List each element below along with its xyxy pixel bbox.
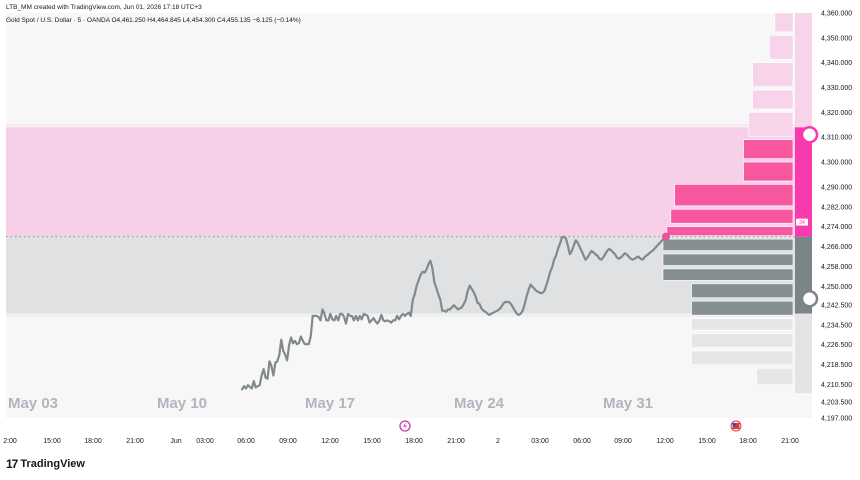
volume-profile-bar-5 — [743, 139, 794, 159]
y-tick-label: 4,290.000 — [821, 184, 852, 191]
volume-profile-bar-1 — [769, 35, 794, 60]
x-tick-label: 21:00 — [447, 438, 465, 445]
volume-profile-bar-10 — [662, 238, 794, 251]
volume-profile-bar-6 — [743, 161, 794, 182]
x-tick-label: 09:00 — [279, 438, 297, 445]
x-tick-label: 2:00 — [3, 438, 17, 445]
y-tick-label: 4,203.500 — [821, 399, 852, 406]
volume-profile-bar-0 — [774, 12, 794, 33]
tradingview-logo-icon: 17 — [6, 457, 18, 471]
x-tick-label: 21:00 — [781, 438, 799, 445]
gauge-top — [795, 13, 812, 128]
tradingview-brand[interactable]: 17 TradingView — [6, 457, 85, 471]
volume-profile-bar-16 — [691, 333, 794, 348]
y-tick-label: 4,300.000 — [821, 160, 852, 167]
x-tick-label: 15:00 — [698, 438, 716, 445]
y-tick-label: 4,330.000 — [821, 85, 852, 92]
gauge-pink — [795, 127, 812, 237]
y-tick-label: 4,282.000 — [821, 204, 852, 211]
y-tick-label: 4,242.500 — [821, 302, 852, 309]
volume-profile-bar-17 — [691, 350, 794, 366]
x-tick-label: 15:00 — [43, 438, 61, 445]
x-tick-label: 18:00 — [739, 438, 757, 445]
x-tick-label: 2 — [496, 438, 500, 445]
volume-profile-bar-12 — [662, 268, 794, 281]
x-tick-label: 03:00 — [531, 438, 549, 445]
y-tick-label: 4,310.000 — [821, 135, 852, 142]
volume-profile-bar-2 — [752, 62, 794, 87]
x-tick-label: 15:00 — [363, 438, 381, 445]
brand-name: TradingView — [20, 458, 85, 470]
lightning-bolt-icon — [403, 422, 407, 430]
watermark-date-0: May 03 — [8, 395, 58, 412]
watermark-date-4: May 31 — [603, 395, 653, 412]
watermark-date-1: May 10 — [157, 395, 207, 412]
volume-profile-bar-9 — [666, 226, 794, 236]
x-tick-label: Jun — [170, 438, 181, 445]
volume-profile-bar-11 — [662, 253, 794, 266]
volume-profile-bar-8 — [670, 208, 794, 224]
volume-profile-bar-7 — [674, 184, 794, 207]
gauge-bottom — [795, 313, 812, 394]
y-tick-label: 4,218.500 — [821, 362, 852, 369]
y-tick-label: 4,210.500 — [821, 382, 852, 389]
x-tick-label: 06:00 — [573, 438, 591, 445]
y-tick-label: 4,340.000 — [821, 60, 852, 67]
x-tick-label: 18:00 — [405, 438, 423, 445]
x-tick-label: 12:00 — [656, 438, 674, 445]
gauge-price-tag — [796, 218, 808, 226]
y-tick-label: 4,360.000 — [821, 11, 852, 18]
x-tick-label: 09:00 — [614, 438, 632, 445]
y-tick-label: 4,250.000 — [821, 284, 852, 291]
volume-profile-bar-4 — [748, 112, 794, 137]
handle-marker-1 — [800, 289, 819, 308]
last-price-dot — [662, 232, 670, 241]
watermark-date-3: May 24 — [454, 395, 505, 412]
symbol-legend[interactable]: Gold Spot / U.S. Dollar · 5 · OANDA O4,4… — [6, 17, 301, 24]
price-series-line-0 — [240, 235, 668, 391]
us-flag-stripes-icon — [732, 423, 740, 429]
y-tick-label: 4,274.000 — [821, 224, 852, 231]
y-tick-label: 4,320.000 — [821, 110, 852, 117]
watermark-date-2: May 17 — [305, 395, 355, 412]
y-tick-label: 4,258.000 — [821, 264, 852, 271]
x-tick-label: 21:00 — [126, 438, 144, 445]
volume-profile-bar-13 — [691, 283, 794, 299]
y-tick-label: 4,197.000 — [821, 416, 852, 423]
volume-profile-bar-15 — [691, 318, 794, 331]
zone-upper — [6, 127, 796, 237]
volume-profile-bar-18 — [756, 368, 794, 385]
x-tick-label: 03:00 — [196, 438, 214, 445]
volume-profile-bar-3 — [752, 89, 794, 110]
us-flag-canton-icon — [732, 423, 736, 426]
gauge-price-tag-label: 34 — [799, 220, 805, 226]
x-tick-label: 18:00 — [84, 438, 102, 445]
y-tick-label: 4,266.000 — [821, 244, 852, 251]
y-tick-label: 4,234.500 — [821, 322, 852, 329]
x-tick-label: 12:00 — [321, 438, 339, 445]
x-tick-label: 06:00 — [237, 438, 255, 445]
y-tick-label: 4,350.000 — [821, 35, 852, 42]
chart-credit: LTB_MM created with TradingView.com, Jun… — [6, 4, 202, 11]
volume-profile-bar-14 — [691, 300, 794, 316]
y-tick-label: 4,226.500 — [821, 342, 852, 349]
handle-marker-0 — [800, 125, 819, 144]
